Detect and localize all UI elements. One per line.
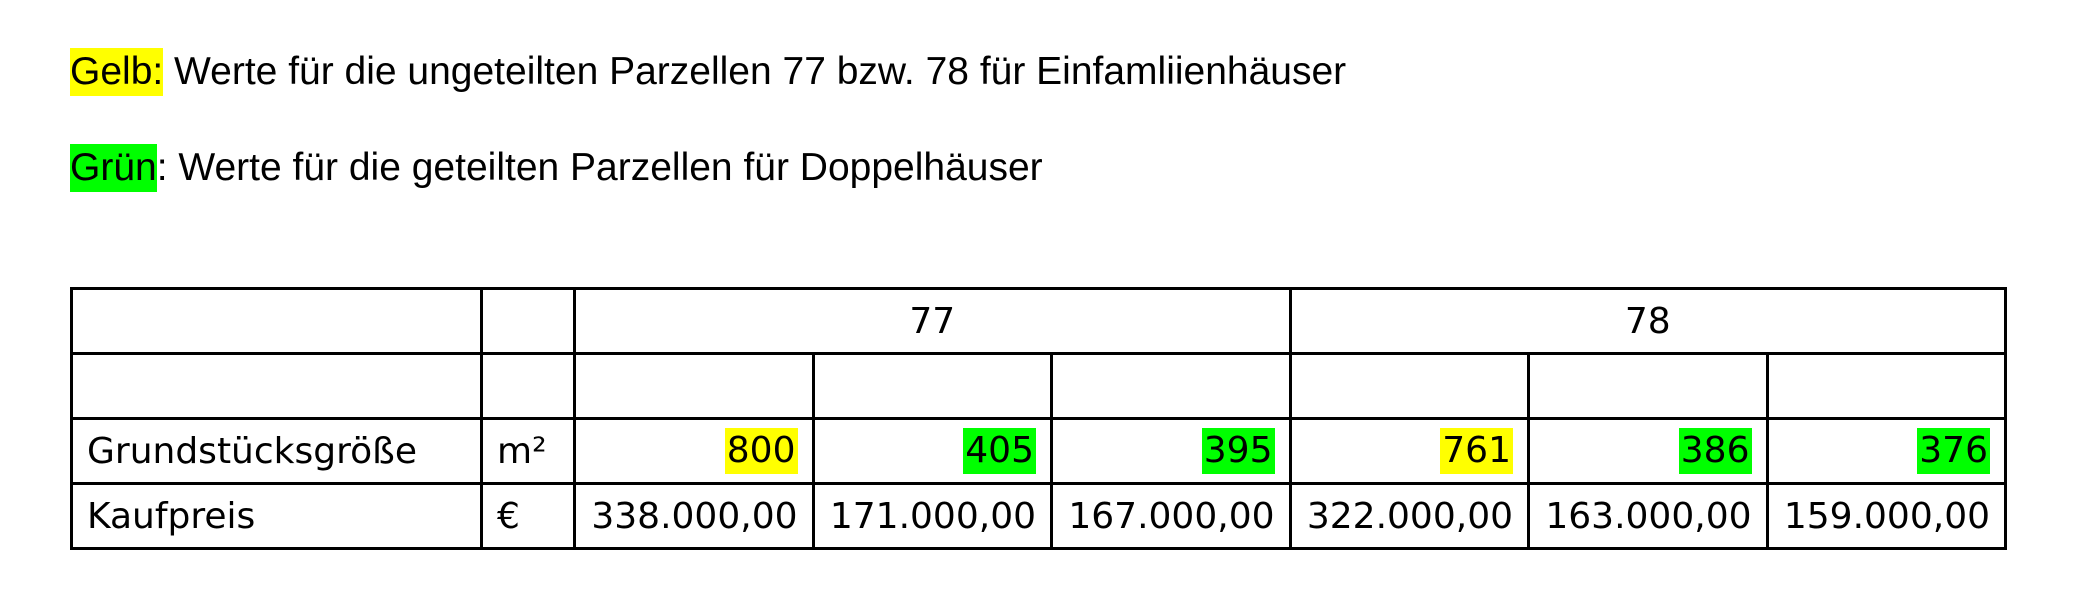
table-cell-empty [480,287,576,355]
table-cell-empty [1288,352,1530,420]
size-cell: 395 [1050,417,1292,485]
size-cell: 386 [1527,417,1769,485]
price-value: 338.000,00 [573,482,815,550]
table-cell-empty [70,287,483,355]
size-value: 800 [724,428,798,474]
size-value: 386 [1678,428,1752,474]
row-unit: € [480,482,576,550]
size-cell: 761 [1288,417,1530,485]
table-cell-empty [1527,352,1769,420]
price-value: 159.000,00 [1765,482,2007,550]
legend-yellow: Gelb: Werte für die ungeteilten Parzelle… [70,48,1346,96]
price-value: 171.000,00 [811,482,1053,550]
table-row-price: Kaufpreis € 338.000,00 171.000,00 167.00… [70,482,2007,550]
table-row-size: Grundstücksgröße m² 800 405 395 761 386 … [70,417,2007,485]
row-label: Kaufpreis [70,482,483,550]
size-cell: 376 [1765,417,2007,485]
legend-green: Grün: Werte für die geteilten Parzellen … [70,144,1043,192]
plot-price-table: 77 78 Grundstücksgröße m² 800 405 395 76… [70,287,2007,550]
size-value: 405 [963,428,1036,474]
row-label: Grundstücksgröße [70,417,483,485]
group-header-78: 78 [1288,287,2007,355]
table-empty-row [70,352,2007,420]
group-header-77: 77 [573,287,1292,355]
table-cell-empty [1765,352,2007,420]
size-value: 376 [1917,428,1990,474]
price-value: 167.000,00 [1050,482,1292,550]
size-value: 761 [1440,428,1513,474]
legend-yellow-label: Gelb: [70,48,164,96]
price-value: 163.000,00 [1527,482,1769,550]
legend-yellow-text: Werte für die ungeteilten Parzellen 77 b… [163,50,1347,93]
table-header-row: 77 78 [70,287,2007,355]
table-cell-empty [480,352,576,420]
table-cell-empty [70,352,483,420]
size-cell: 800 [573,417,815,485]
table-cell-empty [573,352,815,420]
size-value: 395 [1201,428,1275,474]
size-cell: 405 [811,417,1053,485]
legend-green-label: Grün [70,144,157,192]
table-cell-empty [811,352,1053,420]
price-value: 322.000,00 [1288,482,1530,550]
table-cell-empty [1050,352,1292,420]
legend-green-text: : Werte für die geteilten Parzellen für … [156,146,1043,189]
row-unit: m² [480,417,576,485]
